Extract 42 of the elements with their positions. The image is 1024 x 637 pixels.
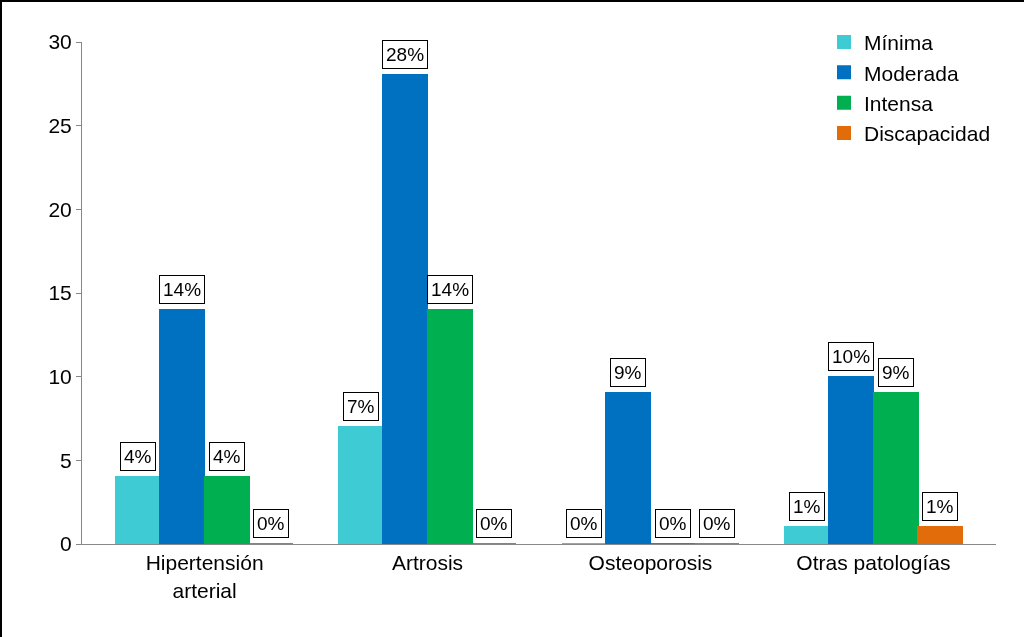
y-tick-label: 30 (48, 30, 72, 54)
data-label: 14% (163, 279, 202, 300)
bar (828, 376, 874, 544)
data-label: 9% (614, 362, 642, 383)
y-tick-label: 5 (60, 448, 72, 472)
bar (784, 526, 829, 544)
data-label: 9% (882, 362, 910, 383)
data-label: 0% (570, 513, 598, 534)
legend-label: Mínima (864, 31, 934, 55)
y-tick-label: 15 (48, 281, 72, 305)
bar (338, 426, 384, 544)
x-tick-label: Osteoporosis (588, 551, 713, 575)
bar (382, 74, 428, 544)
bar (917, 526, 963, 544)
data-label: 4% (213, 446, 241, 467)
data-label: 7% (347, 396, 375, 417)
legend-label: Moderada (864, 61, 959, 85)
data-label: 14% (431, 279, 470, 300)
data-label: 1% (926, 496, 954, 517)
x-tick-label: Artrosis (391, 551, 464, 575)
legend-label: Discapacidad (864, 122, 991, 146)
y-tick-label: 25 (48, 114, 72, 138)
data-label: 4% (124, 446, 152, 467)
bar (605, 392, 651, 544)
data-label: 0% (480, 513, 508, 534)
bar (159, 309, 205, 544)
x-tick-label: Hipertensión arterial (145, 551, 264, 602)
data-label: 0% (257, 513, 285, 534)
data-label: 0% (659, 513, 687, 534)
legend-label: Intensa (864, 91, 934, 115)
bar (115, 476, 161, 544)
bar (427, 309, 473, 544)
y-tick-label: 10 (48, 365, 72, 389)
bar (204, 476, 250, 544)
data-label: 10% (832, 346, 871, 367)
y-tick-label: 20 (48, 197, 72, 221)
data-label: 0% (703, 513, 731, 534)
data-label: 28% (386, 44, 425, 65)
data-label: 1% (793, 496, 821, 517)
bar (873, 392, 919, 544)
y-tick-label: 0 (60, 532, 72, 556)
x-tick-label: Otras patologías (796, 551, 951, 575)
